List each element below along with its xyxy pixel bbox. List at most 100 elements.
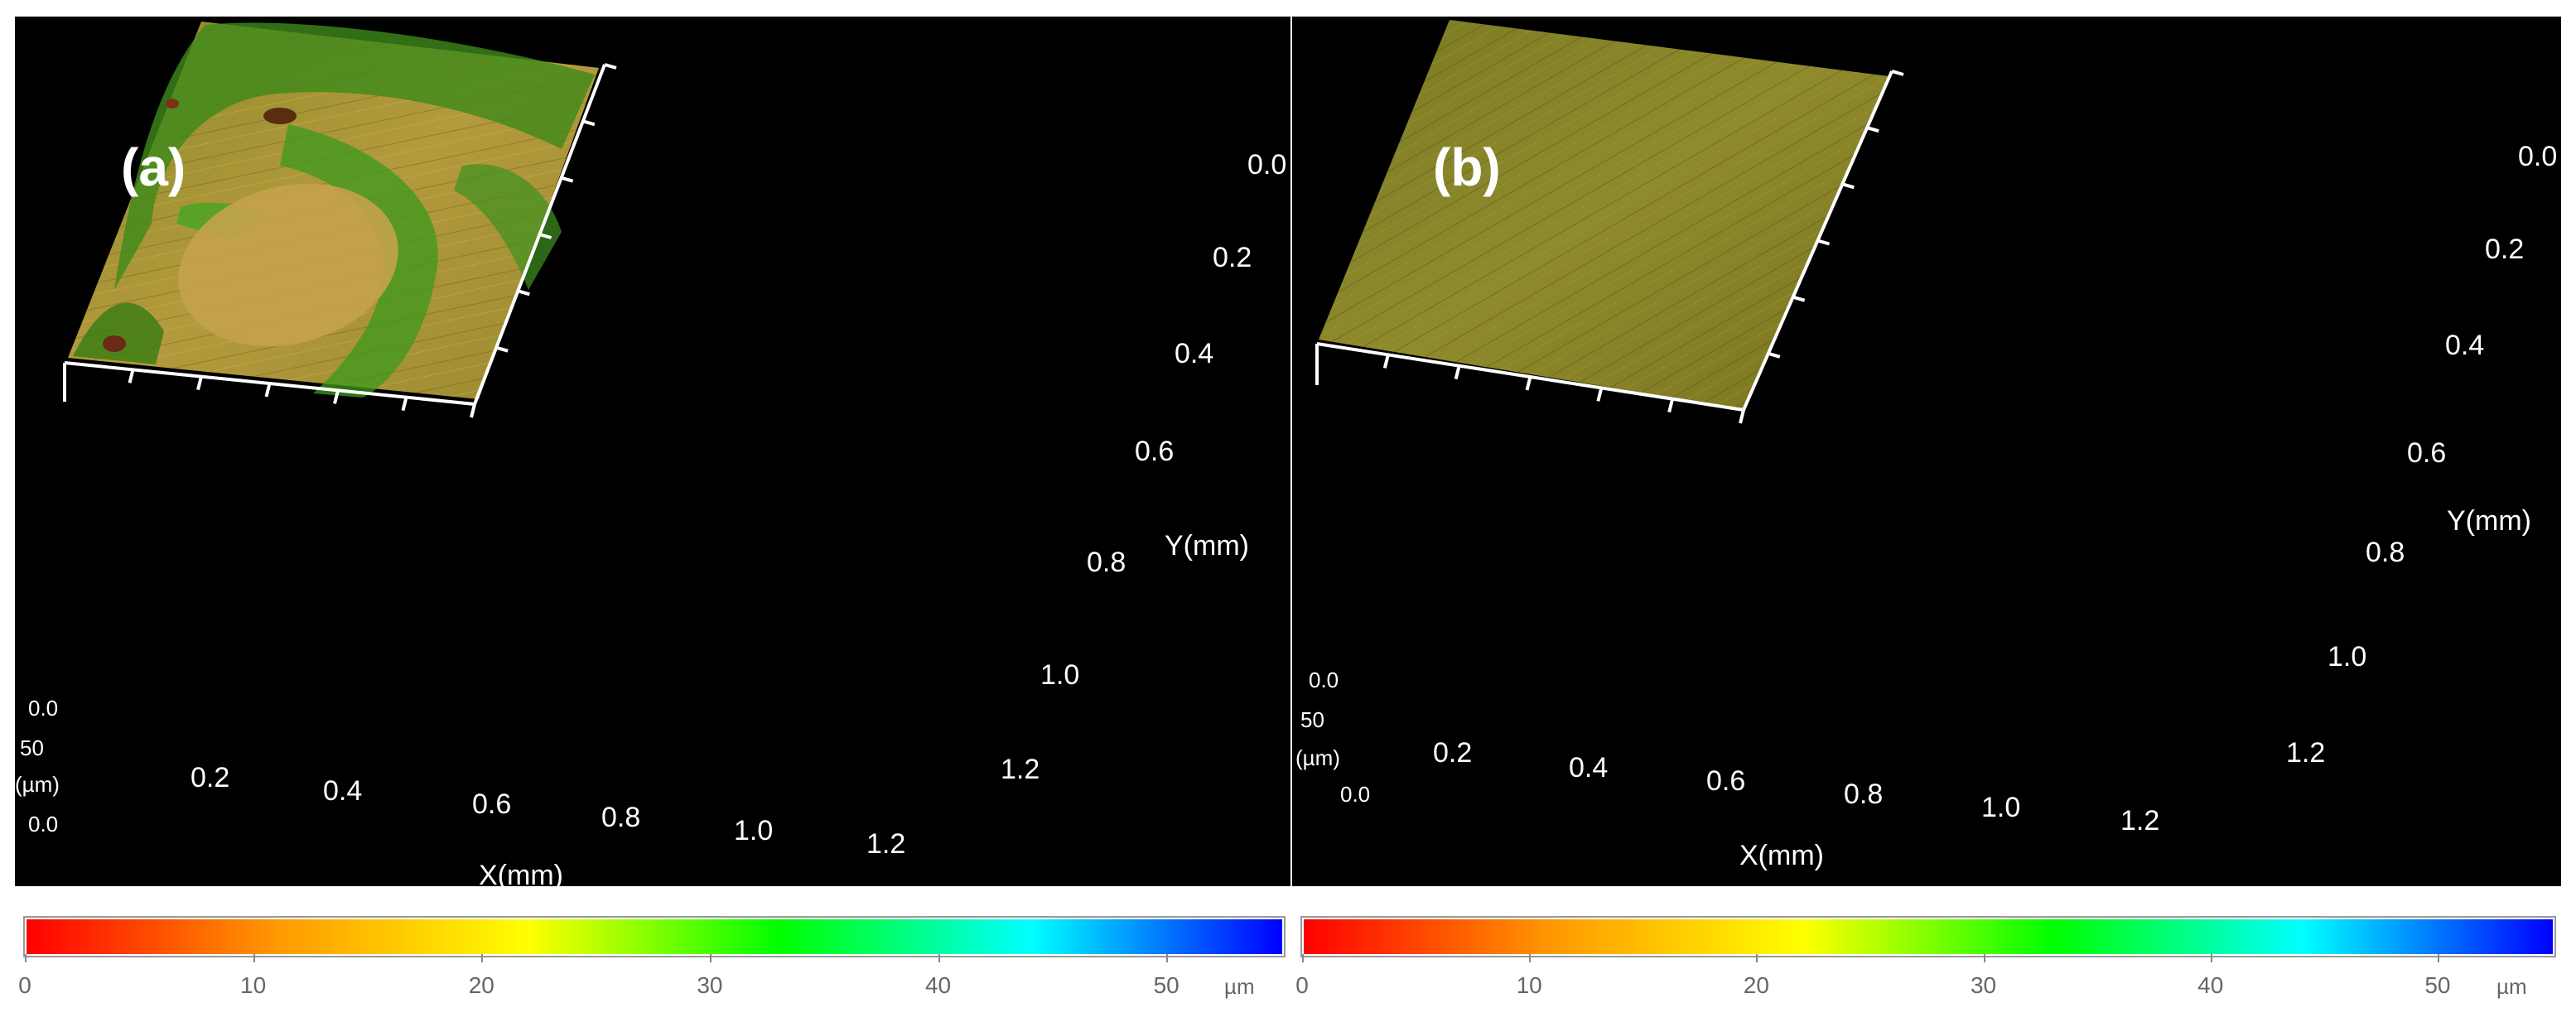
axis-tick-mark bbox=[1525, 376, 1532, 391]
axis-tick-mark bbox=[1816, 239, 1831, 246]
colorbar-gradient bbox=[25, 918, 1284, 956]
x-tick: 0.8 bbox=[1844, 779, 1884, 810]
axis-tick-mark bbox=[582, 119, 596, 127]
z-tick: 0.0 bbox=[1309, 668, 1339, 692]
z-unit: (µm) bbox=[15, 772, 60, 797]
panel-label-a: (a) bbox=[121, 137, 186, 197]
x-tick: 0.6 bbox=[472, 788, 512, 820]
colorbar-tick bbox=[2437, 954, 2439, 962]
colorbar-tick bbox=[253, 954, 255, 962]
x-axis-label: X(mm) bbox=[479, 860, 563, 886]
y-tick: 1.0 bbox=[2328, 641, 2367, 673]
x-tick: 0.2 bbox=[191, 762, 230, 793]
axis-tick-mark bbox=[333, 389, 340, 404]
colorbar-tick-label: 30 bbox=[697, 972, 723, 998]
colorbar-tick bbox=[1983, 954, 1985, 962]
colorbar-tick-label: 50 bbox=[1153, 972, 1179, 998]
y-tick: 0.0 bbox=[1247, 149, 1287, 181]
axis-tick-mark bbox=[604, 63, 617, 70]
axis-tick-mark bbox=[1792, 295, 1806, 302]
colorbar-unit: µm bbox=[1224, 974, 1255, 999]
z-tick: 0.0 bbox=[28, 812, 59, 837]
surface-plot-b bbox=[1315, 20, 1904, 424]
y-tick: 1.0 bbox=[1040, 659, 1080, 691]
axis-tick-mark bbox=[538, 233, 552, 239]
z-unit: (µm) bbox=[1295, 745, 1340, 770]
x-tick: 0.4 bbox=[1569, 752, 1609, 784]
z-tick: 50 bbox=[1300, 707, 1324, 732]
axis-tick-mark bbox=[1866, 126, 1879, 133]
z-tick: 0.0 bbox=[1340, 782, 1371, 807]
axis-tick-mark bbox=[470, 403, 476, 418]
y-tick: 0.6 bbox=[2407, 437, 2447, 469]
colorbar-tick-label: 0 bbox=[1295, 972, 1309, 998]
colorbar-tick-label: 0 bbox=[18, 972, 31, 998]
axis-tick-mark bbox=[495, 345, 509, 353]
colorbar-gradient bbox=[1302, 918, 2554, 956]
colorbar-tick bbox=[709, 954, 712, 962]
y-tick: 1.2 bbox=[2286, 737, 2326, 769]
axis-tick-mark bbox=[1596, 387, 1604, 402]
axis-tick-mark bbox=[1667, 398, 1675, 413]
x-tick: 1.0 bbox=[734, 815, 774, 846]
colorbar-tick-label: 30 bbox=[1970, 972, 1997, 998]
y-tick: 0.6 bbox=[1135, 436, 1175, 467]
colorbar-tick bbox=[25, 954, 27, 962]
axis-tick-mark bbox=[196, 376, 203, 391]
colorbar-tick-label: 10 bbox=[1516, 972, 1542, 998]
x-tick: 0.8 bbox=[601, 802, 641, 833]
colorbar-b: µm 0 10 20 30 40 50 bbox=[1294, 909, 2561, 1017]
axis-tick-mark bbox=[1739, 409, 1745, 424]
axis-tick-mark bbox=[1841, 182, 1855, 190]
colorbar-tick-label: 20 bbox=[468, 972, 494, 998]
axis-tick-mark bbox=[401, 397, 408, 412]
axis-tick-mark bbox=[1768, 351, 1781, 359]
colorbar-tick bbox=[1756, 954, 1758, 962]
x-tick: 0.4 bbox=[323, 775, 363, 807]
colorbar-tick-label: 40 bbox=[924, 972, 952, 998]
axis-tick-mark bbox=[264, 383, 272, 398]
y-tick: 1.2 bbox=[1001, 754, 1040, 785]
colorbar-tick bbox=[481, 954, 484, 962]
x-tick: 0.2 bbox=[1433, 737, 1473, 769]
y-axis-label: Y(mm) bbox=[1165, 530, 1249, 562]
panel-a: (a) 0.2 0.4 0.6 0.8 1.0 1.2 X(mm) 0.0 0.… bbox=[15, 17, 1290, 886]
y-tick: 0.4 bbox=[2445, 330, 2485, 361]
y-tick: 0.4 bbox=[1175, 338, 1214, 369]
axis-tick-mark bbox=[517, 289, 530, 297]
axis-tick-mark bbox=[1891, 70, 1904, 76]
surface-plot-a bbox=[63, 22, 617, 418]
colorbar-tick-label: 40 bbox=[2197, 972, 2224, 998]
y-tick: 0.2 bbox=[1213, 242, 1252, 273]
y-tick: 0.2 bbox=[2485, 234, 2525, 265]
colorbar-tick bbox=[938, 954, 940, 962]
colorbar-unit: µm bbox=[2496, 974, 2527, 999]
panel-label-b: (b) bbox=[1433, 137, 1501, 197]
colorbar-tick bbox=[1529, 954, 1532, 962]
colorbar-tick-label: 50 bbox=[2424, 972, 2451, 998]
x-axis-label: X(mm) bbox=[1739, 840, 1824, 871]
x-tick: 0.6 bbox=[1706, 765, 1746, 797]
x-tick: 1.0 bbox=[1981, 792, 2021, 823]
axis-tick-mark bbox=[561, 176, 574, 183]
y-tick: 0.8 bbox=[2366, 537, 2405, 568]
central-flat-a bbox=[178, 183, 398, 347]
wear-ring-a bbox=[114, 22, 595, 290]
colorbar-tick-label: 20 bbox=[1743, 972, 1769, 998]
colorbar-a: µm 0 10 20 30 40 50 bbox=[17, 909, 1292, 1017]
z-tick: 50 bbox=[20, 735, 44, 760]
y-axis-label: Y(mm) bbox=[2447, 505, 2531, 537]
panel-b: (b) 0.2 0.4 0.6 0.8 1.0 1.2 X(mm) 0.0 0.… bbox=[1292, 17, 2561, 886]
colorbar-tick-label: 10 bbox=[240, 972, 267, 998]
colorbar-tick bbox=[1166, 954, 1169, 962]
z-tick: 0.0 bbox=[28, 696, 59, 721]
y-tick: 0.8 bbox=[1087, 547, 1126, 578]
colorbar-tick bbox=[1302, 954, 1304, 962]
axis-tick-mark bbox=[1454, 365, 1461, 380]
x-tick: 1.2 bbox=[866, 828, 906, 860]
colorbar-tick bbox=[2210, 954, 2212, 962]
axis-tick-mark bbox=[128, 369, 135, 383]
x-tick: 1.2 bbox=[2120, 805, 2160, 837]
y-tick: 0.0 bbox=[2518, 141, 2558, 172]
axis-tick-mark bbox=[1382, 354, 1390, 369]
